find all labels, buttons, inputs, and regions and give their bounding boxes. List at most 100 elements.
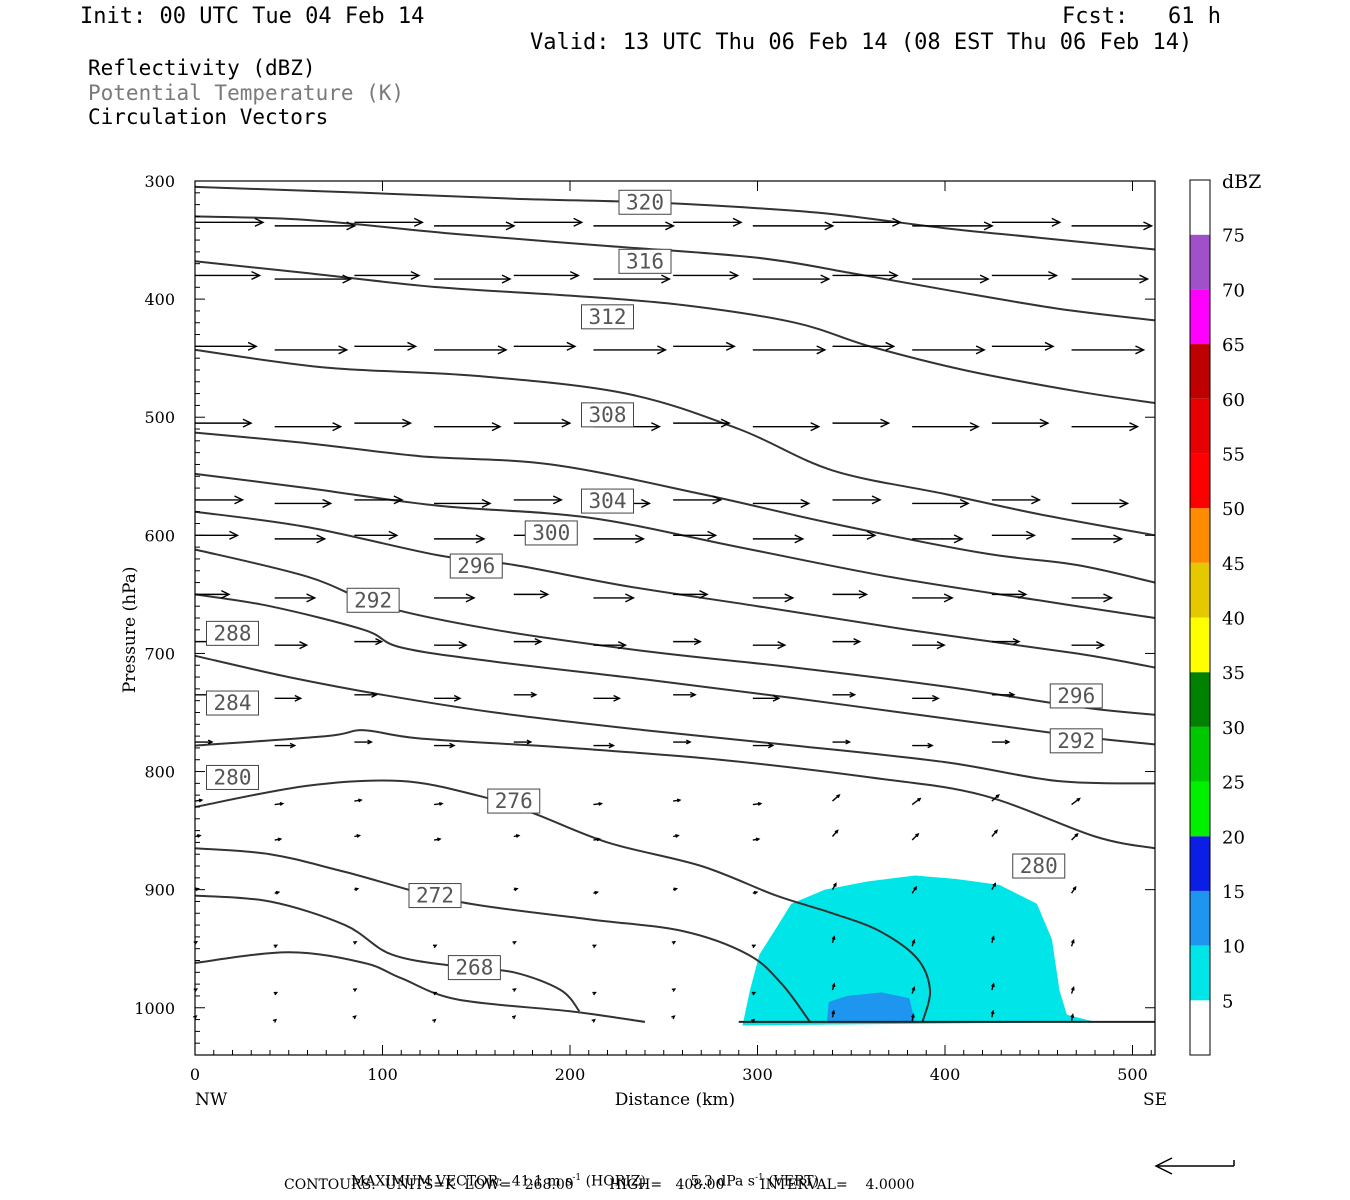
vector-arrow-0-9	[912, 221, 994, 231]
vector-arrow-4-2-head	[393, 495, 404, 505]
vector-arrow-14-2-head	[353, 988, 358, 992]
contour-label-box-296	[1049, 683, 1103, 709]
vector-arrow-7-11-head	[1096, 641, 1106, 650]
ytick-label-500: 500	[144, 408, 175, 427]
vector-arrow-14-5	[592, 991, 597, 996]
vector-arrow-14-7-head	[751, 991, 757, 996]
vector-arrow-13-9-head	[911, 938, 916, 944]
vector-arrow-8-6	[673, 691, 697, 698]
theta-contour-308	[194, 348, 1156, 537]
vector-arrow-12-9-head	[913, 885, 918, 891]
vector-arrow-15-7	[750, 1018, 756, 1023]
vector-arrow-9-1-head	[289, 742, 297, 749]
vector-arrow-5-1-head	[316, 534, 327, 544]
vector-arrow-3-11	[1071, 422, 1140, 432]
vector-arrow-10-8-head	[836, 794, 841, 799]
vector-arrow-15-2	[352, 1015, 357, 1020]
vector-arrow-13-10	[991, 935, 995, 943]
colorbar-swatch-40	[1190, 562, 1210, 618]
vector-arrow-11-8	[831, 829, 839, 837]
theta-contour-268	[194, 894, 581, 1012]
vector-arrow-5-10-head	[1025, 530, 1036, 540]
vector-arrow-13-3-head	[433, 944, 438, 949]
vector-arrow-5-0-head	[229, 530, 240, 540]
vector-arrow-15-5-head	[591, 1018, 596, 1023]
vector-arrow-10-9-head	[917, 797, 922, 802]
vector-arrow-1-4-head	[569, 270, 580, 281]
vector-arrow-2-5	[593, 345, 668, 355]
vector-arrow-13-6-head	[671, 940, 677, 945]
vector-arrow-1-9-head	[979, 274, 990, 284]
vector-arrow-11-4-head	[515, 834, 521, 838]
vector-arrow-7-1	[274, 641, 309, 650]
axes: 300 400 500 600 700 800 900 1000 0 100 200 300 400 50…	[120, 172, 1167, 1110]
footer-max-vector: MAXIMUM VECTOR: 41.1 m s-1 (HORIZ) 5.3 d…	[342, 1157, 819, 1190]
vector-arrow-0-11-head	[1143, 221, 1154, 231]
contour-label-box-276	[487, 788, 541, 814]
theta-contour-320	[194, 185, 1156, 251]
vector-arrow-14-5-head	[592, 991, 597, 996]
vector-arrow-1-11-head	[1139, 274, 1150, 284]
vector-arrow-12-4	[513, 887, 519, 892]
colorbar-label-5: 5	[1222, 991, 1233, 1012]
vector-arrow-12-5-head	[594, 890, 599, 895]
vector-arrow-6-1	[274, 593, 317, 603]
contour-label-box-288	[206, 620, 259, 646]
vector-arrow-4-11-head	[1119, 498, 1130, 508]
vector-arrow-14-3	[433, 991, 438, 996]
vector-arrow-11-2	[354, 834, 362, 838]
contour-label-320: 320	[626, 190, 664, 214]
vector-arrow-7-3	[434, 641, 468, 650]
vector-arrow-6-11-head	[1103, 593, 1114, 603]
colorbar-label-55: 55	[1222, 444, 1245, 465]
vector-arrow-9-3	[434, 742, 456, 749]
vector-arrow-8-3	[434, 694, 462, 702]
vector-arrow-7-4-head	[534, 638, 543, 646]
vector-arrow-3-8-head	[880, 418, 891, 428]
vector-arrow-11-7-head	[755, 837, 761, 842]
vector-arrow-11-5	[593, 837, 602, 842]
contour-label-280: 280	[214, 765, 252, 789]
vector-arrow-5-8-head	[866, 530, 877, 540]
vector-arrow-7-1-head	[299, 641, 309, 650]
vector-arrow-7-5-head	[617, 641, 628, 650]
vector-arrow-12-2-head	[354, 887, 360, 892]
vector-arrow-3-2	[354, 418, 413, 428]
vector-arrow-13-3	[433, 944, 438, 949]
xtick-label-100: 100	[367, 1065, 398, 1084]
vector-arrow-8-5	[593, 694, 622, 702]
vector-arrow-12-8-head	[833, 882, 837, 887]
vector-arrow-12-11	[1070, 885, 1077, 894]
vector-arrow-2-5-head	[657, 345, 668, 355]
vector-arrow-13-4-head	[512, 940, 517, 945]
vector-arrow-1-3	[434, 274, 512, 284]
vector-arrow-8-8-head	[849, 691, 857, 698]
xtick-label-300: 300	[742, 1065, 773, 1084]
vector-arrow-3-8	[832, 418, 891, 428]
vector-arrow-14-2	[353, 988, 358, 992]
vector-arrow-11-11	[1071, 832, 1079, 841]
vector-arrow-6-10	[991, 590, 1028, 599]
vector-arrow-14-8	[831, 982, 836, 991]
vector-arrow-8-9-head	[932, 694, 940, 702]
vector-arrow-11-8-head	[834, 829, 839, 834]
max-vector-vert: 5.3 dPa s	[690, 1173, 755, 1190]
vector-arrow-3-10	[991, 418, 1050, 428]
vector-arrow-9-9-head	[927, 742, 934, 749]
colorbar-swatch-60	[1190, 344, 1210, 399]
vector-arrow-6-1-head	[306, 593, 317, 603]
vector-arrow-4-8	[832, 495, 882, 505]
vector-arrow-0-10-head	[1051, 217, 1062, 227]
vector-arrow-10-9-shaft	[911, 798, 921, 806]
theta-contour-272	[194, 847, 811, 1023]
vector-arrow-3-7-head	[810, 422, 821, 432]
contour-label-308: 308	[589, 403, 627, 427]
max-vector-horiz: 41.1 m s	[511, 1173, 573, 1190]
colorbar-label-65: 65	[1222, 335, 1245, 356]
ytick-label-400: 400	[144, 290, 175, 309]
vector-arrow-0-8	[832, 217, 903, 227]
vector-arrow-9-3-head	[449, 742, 456, 749]
reflectivity-area-10	[826, 992, 915, 1022]
vector-arrow-3-4-head	[561, 418, 572, 428]
vector-arrow-5-9-head	[953, 534, 964, 544]
